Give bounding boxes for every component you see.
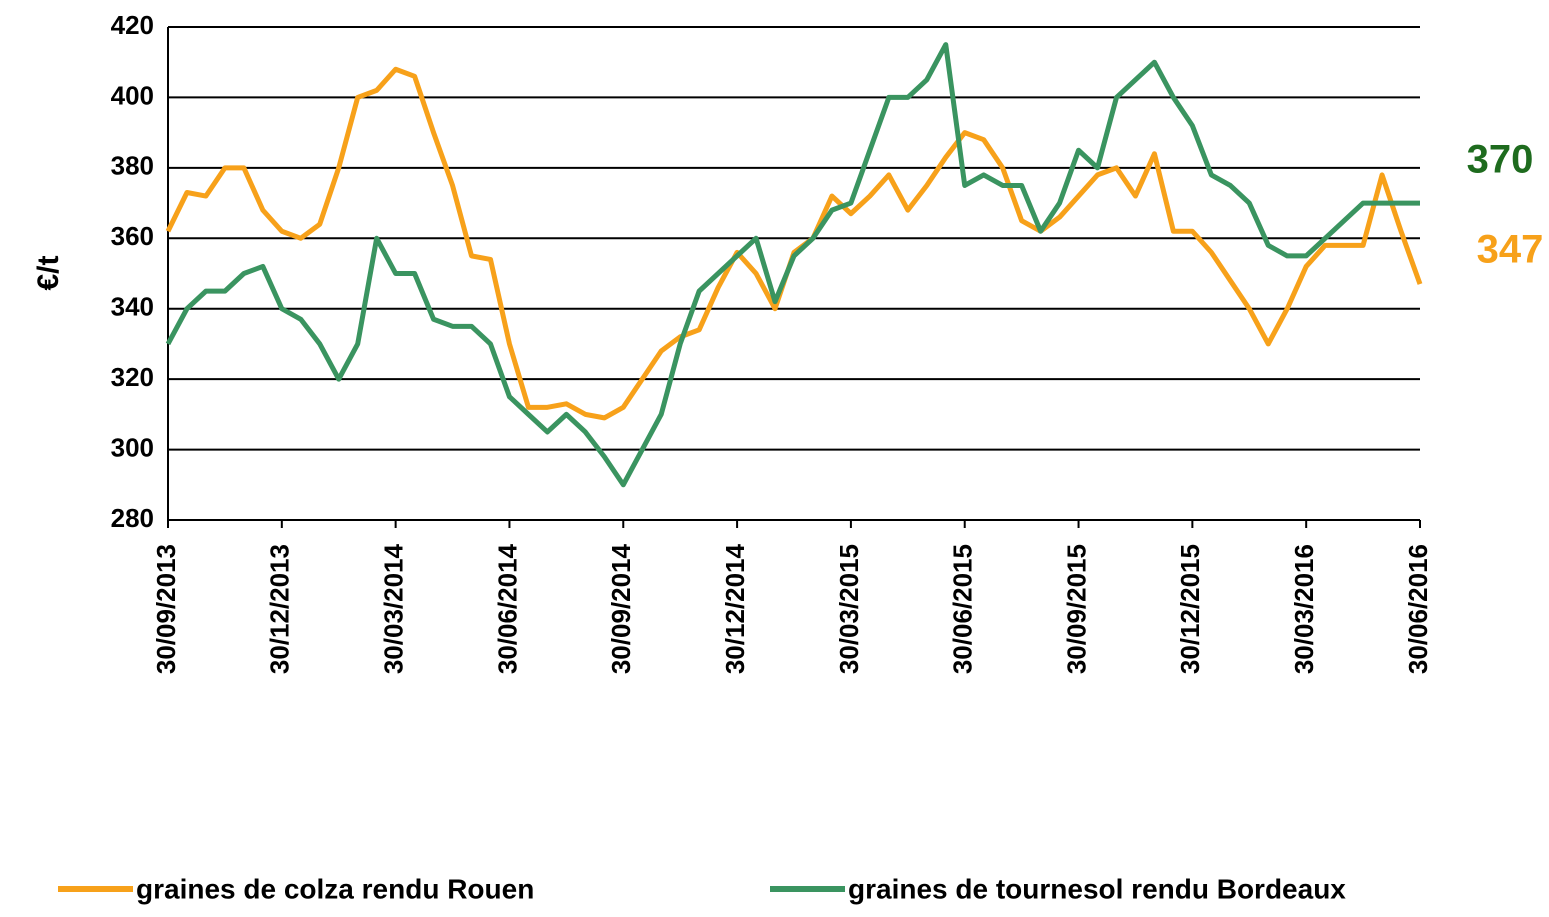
x-tick-label: 30/12/2015: [1175, 544, 1205, 674]
x-tick-label: 30/09/2013: [151, 544, 181, 674]
line-series: [165, 42, 1420, 488]
line-series: [165, 66, 1423, 421]
x-tick-label: 30/06/2016: [1403, 544, 1433, 674]
x-tick-label: 30/06/2015: [948, 544, 978, 674]
annotation: 347: [1477, 228, 1544, 272]
x-tick-label: 30/12/2014: [720, 543, 750, 674]
y-tick-label: 420: [111, 10, 154, 40]
x-tick-label: 30/03/2014: [379, 543, 409, 674]
x-tick-label: 30/03/2015: [834, 544, 864, 674]
y-tick-label: 300: [111, 432, 154, 462]
y-tick-label: 320: [111, 362, 154, 392]
y-tick-label: 360: [111, 221, 154, 251]
annotation: 370: [1467, 138, 1534, 182]
legend-label: graines de tournesol rendu Bordeaux: [848, 873, 1346, 904]
y-tick-label: 280: [111, 503, 154, 533]
x-tick-label: 30/12/2013: [265, 544, 295, 674]
y-tick-label: 340: [111, 292, 154, 322]
y-axis-label: €/t: [32, 255, 65, 290]
x-tick-label: 30/06/2014: [492, 543, 522, 674]
x-tick-label: 30/09/2014: [606, 543, 636, 674]
y-tick-label: 380: [111, 151, 154, 181]
x-tick-label: 30/03/2016: [1289, 544, 1319, 674]
x-tick-label: 30/09/2015: [1061, 544, 1091, 674]
legend-label: graines de colza rendu Rouen: [136, 873, 534, 904]
y-tick-label: 400: [111, 80, 154, 110]
